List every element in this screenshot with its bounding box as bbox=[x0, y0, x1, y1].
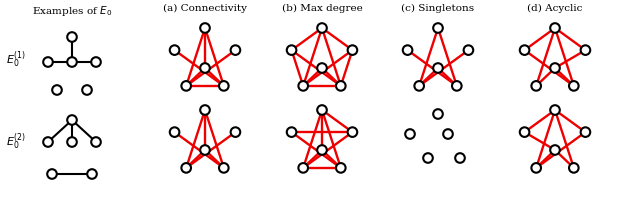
Text: (a) Connectivity: (a) Connectivity bbox=[163, 4, 247, 13]
Circle shape bbox=[230, 45, 240, 55]
Circle shape bbox=[414, 81, 424, 91]
Text: Examples of $E_0$: Examples of $E_0$ bbox=[32, 4, 112, 18]
Circle shape bbox=[336, 81, 346, 91]
Circle shape bbox=[348, 45, 357, 55]
Circle shape bbox=[298, 163, 308, 173]
Circle shape bbox=[463, 45, 473, 55]
Circle shape bbox=[298, 81, 308, 91]
Circle shape bbox=[317, 23, 327, 33]
Circle shape bbox=[200, 23, 210, 33]
Circle shape bbox=[92, 57, 101, 67]
Circle shape bbox=[452, 81, 461, 91]
Circle shape bbox=[520, 45, 529, 55]
Circle shape bbox=[580, 45, 590, 55]
Circle shape bbox=[433, 109, 443, 119]
Circle shape bbox=[230, 127, 240, 137]
Circle shape bbox=[219, 81, 228, 91]
Circle shape bbox=[569, 163, 579, 173]
Circle shape bbox=[550, 145, 560, 155]
Text: (c) Singletons: (c) Singletons bbox=[401, 4, 475, 13]
Circle shape bbox=[200, 145, 210, 155]
Circle shape bbox=[200, 63, 210, 73]
Circle shape bbox=[550, 105, 560, 115]
Circle shape bbox=[44, 137, 52, 147]
Text: (d) Acyclic: (d) Acyclic bbox=[527, 4, 582, 13]
Circle shape bbox=[531, 81, 541, 91]
Circle shape bbox=[92, 137, 101, 147]
Circle shape bbox=[531, 163, 541, 173]
Circle shape bbox=[455, 153, 465, 163]
Circle shape bbox=[317, 145, 327, 155]
Circle shape bbox=[287, 127, 296, 137]
Circle shape bbox=[580, 127, 590, 137]
Circle shape bbox=[423, 153, 433, 163]
Circle shape bbox=[200, 105, 210, 115]
Circle shape bbox=[82, 85, 92, 95]
Circle shape bbox=[317, 105, 327, 115]
Circle shape bbox=[170, 45, 179, 55]
Text: (b) Max degree: (b) Max degree bbox=[282, 4, 362, 13]
Circle shape bbox=[348, 127, 357, 137]
Circle shape bbox=[443, 129, 453, 139]
Circle shape bbox=[433, 63, 443, 73]
Text: $E_0^{(2)}$: $E_0^{(2)}$ bbox=[6, 132, 26, 152]
Circle shape bbox=[44, 57, 52, 67]
Circle shape bbox=[67, 57, 77, 67]
Circle shape bbox=[433, 23, 443, 33]
Circle shape bbox=[67, 32, 77, 42]
Circle shape bbox=[181, 81, 191, 91]
Circle shape bbox=[403, 45, 412, 55]
Circle shape bbox=[405, 129, 415, 139]
Circle shape bbox=[87, 169, 97, 179]
Circle shape bbox=[219, 163, 228, 173]
Circle shape bbox=[569, 81, 579, 91]
Circle shape bbox=[67, 115, 77, 125]
Text: $E_0^{(1)}$: $E_0^{(1)}$ bbox=[6, 50, 26, 70]
Circle shape bbox=[67, 137, 77, 147]
Circle shape bbox=[47, 169, 57, 179]
Circle shape bbox=[550, 63, 560, 73]
Circle shape bbox=[336, 163, 346, 173]
Circle shape bbox=[520, 127, 529, 137]
Circle shape bbox=[181, 163, 191, 173]
Circle shape bbox=[52, 85, 62, 95]
Circle shape bbox=[287, 45, 296, 55]
Circle shape bbox=[170, 127, 179, 137]
Circle shape bbox=[550, 23, 560, 33]
Circle shape bbox=[317, 63, 327, 73]
